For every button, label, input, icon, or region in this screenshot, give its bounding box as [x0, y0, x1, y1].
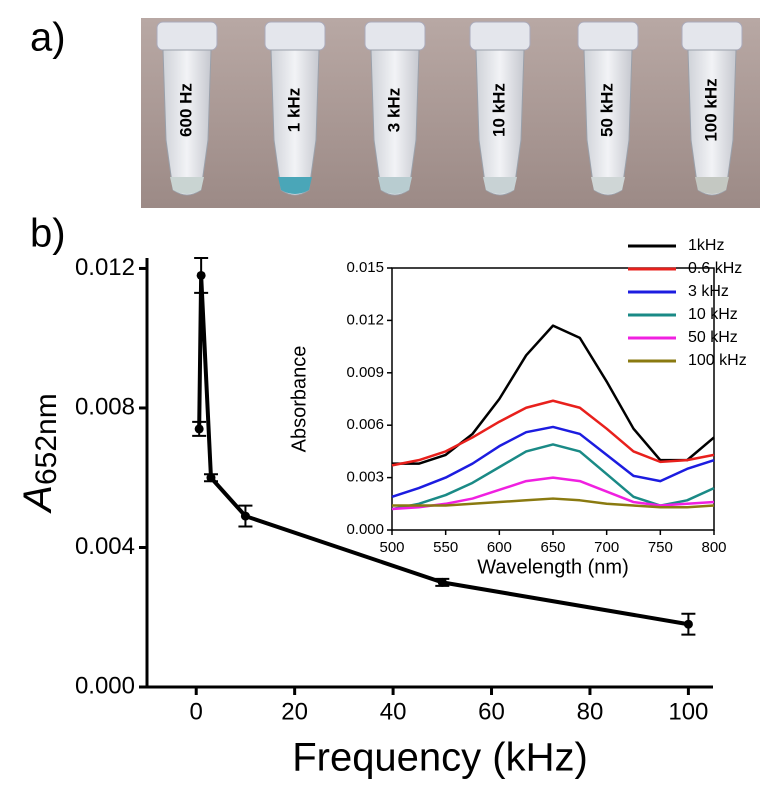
photo [141, 18, 760, 208]
tube [270, 49, 320, 196]
y-tick-label: 0.015 [346, 259, 384, 276]
panel-label: a) [30, 16, 66, 60]
tube-cap [156, 21, 218, 51]
y-tick-label: 0.000 [346, 521, 384, 538]
x-tick-label: 500 [379, 539, 404, 556]
x-tick-label: 550 [433, 539, 458, 556]
panel-label: b) [30, 212, 66, 256]
tube [162, 49, 212, 196]
tube-cap [469, 21, 531, 51]
inset-frame [391, 267, 715, 531]
tube-liquid [695, 177, 729, 194]
x-tick-label: 60 [478, 698, 505, 725]
tube-liquid [278, 177, 312, 194]
y-tick-label: 0.012 [75, 254, 135, 281]
y-axis-label-sub: 652nm [30, 393, 63, 485]
data-point [683, 619, 693, 629]
legend-label: 10 kHz [688, 306, 738, 323]
series-line [391, 399, 715, 467]
x-axis-label: Wavelength (nm) [477, 556, 629, 578]
x-tick-label: 0 [190, 698, 203, 725]
y-tick-label: 0.000 [75, 672, 135, 699]
x-tick-label: 20 [281, 698, 308, 725]
data-point [206, 473, 216, 483]
tube-liquid [591, 177, 625, 194]
x-tick-label: 650 [540, 539, 565, 556]
tube-cap [364, 21, 426, 51]
tube-label: 10 kHz [489, 83, 508, 137]
x-tick-label: 600 [487, 539, 512, 556]
tube-label: 50 kHz [597, 83, 616, 137]
tube-cap [681, 21, 743, 51]
legend-label: 0.6 kHz [688, 260, 742, 277]
tube-liquid [483, 177, 517, 194]
series-line [391, 476, 715, 511]
y-tick-label: 0.004 [75, 533, 135, 560]
series-line [392, 497, 715, 509]
tube [475, 49, 525, 196]
tube-cap [577, 21, 639, 51]
data-point [437, 577, 447, 587]
x-tick-label: 40 [380, 698, 407, 725]
data-point [194, 424, 204, 434]
tube-label: 3 kHz [384, 88, 403, 132]
legend-label: 50 kHz [688, 329, 738, 346]
tube-liquid [170, 177, 204, 194]
y-tick-label: 0.009 [346, 364, 384, 381]
legend-label: 3 kHz [688, 283, 729, 300]
data-point [240, 511, 250, 521]
x-tick-label: 100 [668, 698, 708, 725]
y-tick-label: 0.008 [75, 393, 135, 420]
x-tick-label: 800 [701, 539, 726, 556]
tube-label: 100 kHz [701, 78, 720, 141]
legend-label: 1kHz [688, 237, 724, 254]
series-line [391, 425, 715, 499]
y-tick-label: 0.012 [346, 311, 384, 328]
y-axis-label-main: A [16, 485, 60, 514]
data-point [196, 270, 206, 280]
tube-label: 1 kHz [284, 88, 303, 132]
tube-label: 600 Hz [176, 83, 195, 137]
series-line [392, 324, 715, 465]
data-line [197, 273, 689, 627]
tube-cap [264, 21, 326, 51]
legend-label: 100 kHz [688, 352, 747, 369]
y-tick-label: 0.003 [346, 469, 384, 486]
x-tick-label: 80 [577, 698, 604, 725]
x-tick-label: 750 [648, 539, 673, 556]
x-tick-label: 700 [594, 539, 619, 556]
tube-liquid [378, 177, 412, 194]
y-axis-label: Absorbance [288, 346, 310, 453]
tube [370, 49, 420, 196]
tube [583, 49, 633, 196]
tube [687, 49, 737, 196]
x-axis-label: Frequency (kHz) [292, 736, 588, 780]
y-tick-label: 0.006 [346, 416, 384, 433]
y-axis-label: A652nm [16, 393, 63, 513]
